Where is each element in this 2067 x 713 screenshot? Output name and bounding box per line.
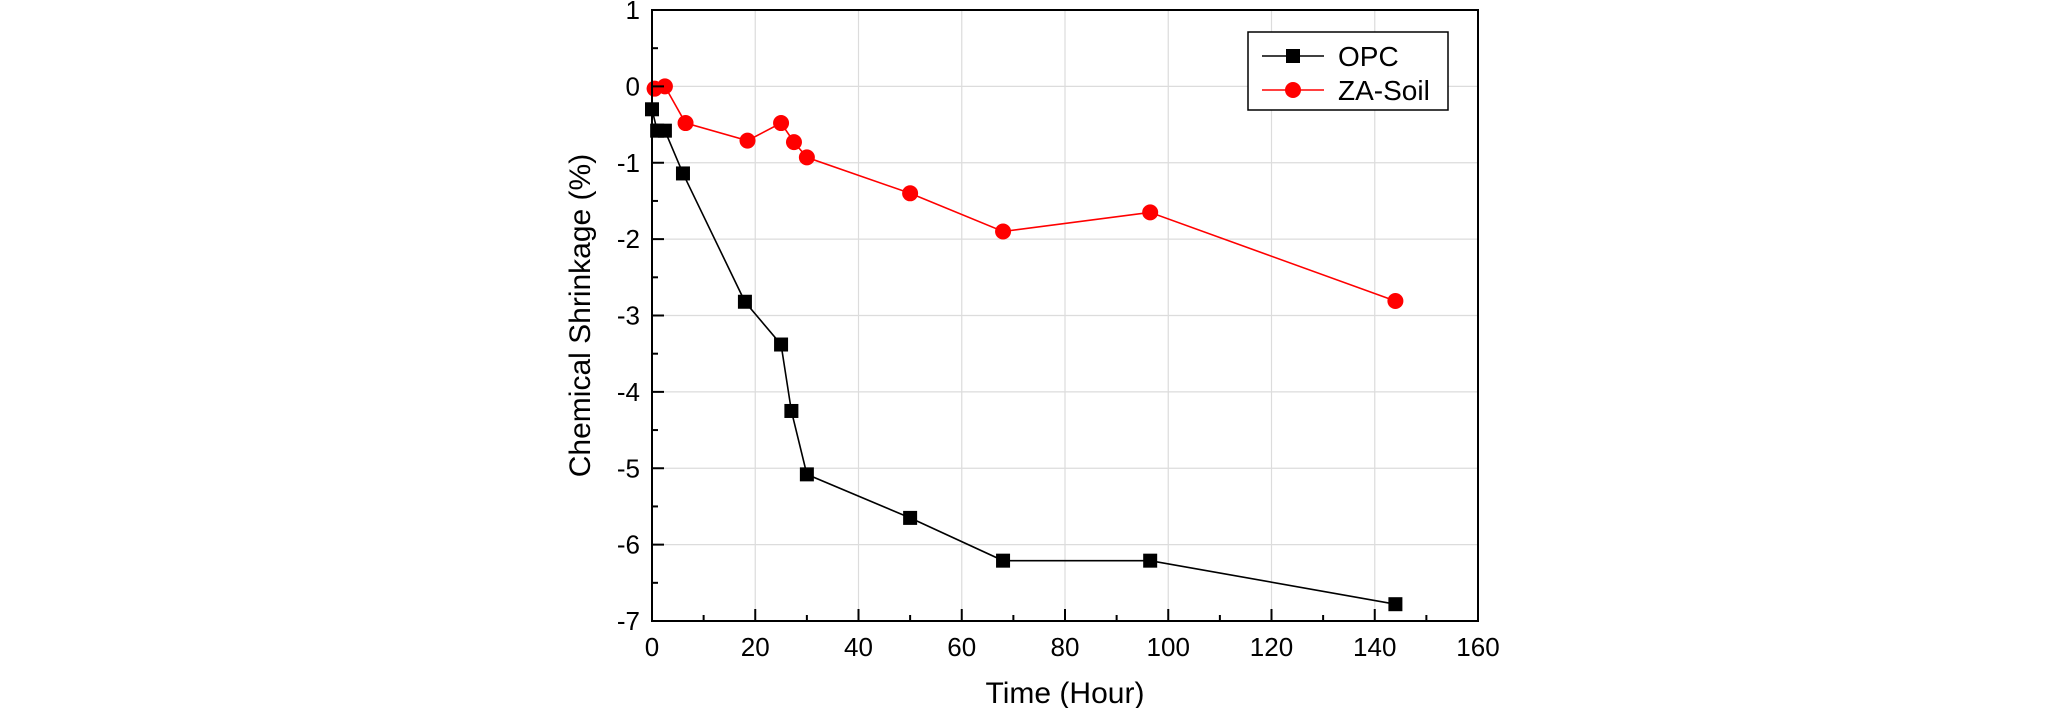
data-point-opc [996,553,1011,568]
axis-ticks: 0 20 40 60 80 100 120 140 160 1 0 -1 -2 -3 -4 -5 -6 -7 [617,0,1500,662]
x-tick-label: 80 [1051,632,1080,662]
y-axis-title: Chemical Shrinkage (%) [564,154,597,477]
x-tick-label: 20 [741,632,770,662]
x-tick-label: 120 [1250,632,1293,662]
y-tick-label: 1 [626,0,640,25]
series-opc [645,102,1403,612]
data-point-za-soil [677,115,694,132]
y-tick-label: -5 [617,453,640,483]
legend-label-opc: OPC [1338,41,1399,72]
y-tick-label: -2 [617,224,640,254]
data-point-opc [784,403,799,418]
y-tick-label: -7 [617,606,640,636]
series-line-za-soil [654,85,1396,302]
data-point-za-soil [656,78,673,95]
legend-marker-opc [1286,49,1300,63]
data-point-za-soil [902,185,919,202]
y-tick-label: -4 [617,377,640,407]
data-point-opc [1388,597,1403,612]
legend-label-za-soil: ZA-Soil [1338,75,1430,106]
series-line-opc [651,109,1396,605]
y-tick-label: -1 [617,148,640,178]
x-tick-label: 160 [1456,632,1499,662]
legend-entry-opc: OPC [1262,41,1399,72]
data-point-opc [675,166,690,181]
data-point-opc [903,510,918,525]
x-tick-label: 0 [645,632,659,662]
x-tick-label: 100 [1147,632,1190,662]
data-point-za-soil [798,149,815,166]
y-tick-label: 0 [626,71,640,101]
data-point-za-soil [785,134,802,151]
data-point-za-soil [773,115,790,132]
x-tick-label: 40 [844,632,873,662]
y-tick-label: -6 [617,530,640,560]
data-point-opc [774,337,789,352]
data-point-za-soil [995,223,1012,240]
data-point-opc [799,467,814,482]
data-point-za-soil [739,132,756,149]
legend-marker-za-soil [1285,82,1301,98]
data-point-opc [1143,553,1158,568]
x-tick-label: 140 [1353,632,1396,662]
data-point-za-soil [1142,204,1159,221]
data-point-za-soil [1387,292,1404,309]
series-za-soil [646,78,1404,309]
legend-entry-za-soil: ZA-Soil [1262,75,1430,106]
x-tick-label: 60 [947,632,976,662]
x-axis-title: Time (Hour) [986,677,1145,708]
series-layer [645,78,1404,612]
data-point-opc [737,294,752,309]
legend-box [1247,31,1449,111]
data-point-opc [657,123,672,138]
y-tick-label: -3 [617,301,640,331]
